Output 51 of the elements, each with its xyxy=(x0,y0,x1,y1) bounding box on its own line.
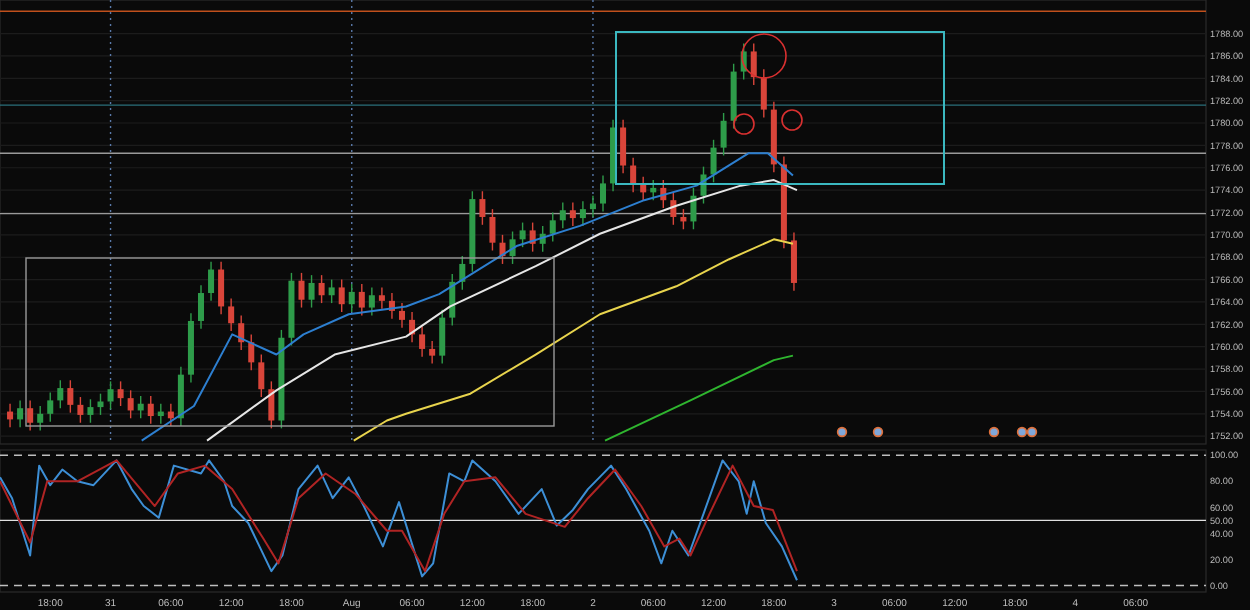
candlestick xyxy=(368,286,375,317)
candlestick xyxy=(318,274,325,304)
candlestick xyxy=(258,353,265,398)
candlestick xyxy=(208,261,215,302)
candlestick xyxy=(790,231,797,292)
candlestick xyxy=(439,309,446,365)
candlestick xyxy=(599,174,607,213)
candlestick xyxy=(147,395,154,425)
candlestick xyxy=(107,380,114,411)
candlestick xyxy=(298,272,305,309)
candlestick xyxy=(167,403,174,427)
candlestick xyxy=(499,234,506,265)
candlestick xyxy=(378,286,385,310)
candlestick xyxy=(248,333,255,371)
candlestick xyxy=(760,68,767,119)
candlestick xyxy=(489,208,496,252)
candlestick xyxy=(137,395,144,419)
candlestick xyxy=(117,380,124,407)
candlestick xyxy=(398,302,406,329)
candlestick xyxy=(47,391,54,423)
candlestick xyxy=(268,380,275,430)
candlestick xyxy=(479,190,486,226)
candlestick xyxy=(218,261,225,315)
candlestick xyxy=(77,396,84,424)
candlestick xyxy=(17,399,24,428)
candlestick xyxy=(338,278,345,313)
candlestick xyxy=(750,42,757,86)
candlestick xyxy=(549,211,556,243)
candlestick xyxy=(87,398,94,424)
candlestick xyxy=(559,201,566,229)
candlestick xyxy=(419,325,426,358)
candlestick xyxy=(57,379,64,409)
candlestick xyxy=(720,112,727,157)
candlestick xyxy=(27,399,34,432)
candlestick xyxy=(228,297,235,332)
candlestick xyxy=(127,389,134,419)
candlestick xyxy=(197,284,205,330)
candlestick xyxy=(620,118,627,175)
candlestick xyxy=(569,201,576,227)
candlestick xyxy=(177,366,184,427)
candlestick xyxy=(328,278,335,304)
candlestick xyxy=(37,405,44,432)
candlestick xyxy=(67,379,74,414)
candlestick xyxy=(97,392,104,416)
candlestick xyxy=(348,283,355,313)
candlestick xyxy=(579,200,586,227)
candlestick xyxy=(710,139,717,183)
candlestick xyxy=(429,340,436,365)
candlestick xyxy=(519,221,526,248)
candlestick xyxy=(358,283,365,317)
candlestick xyxy=(308,274,315,309)
